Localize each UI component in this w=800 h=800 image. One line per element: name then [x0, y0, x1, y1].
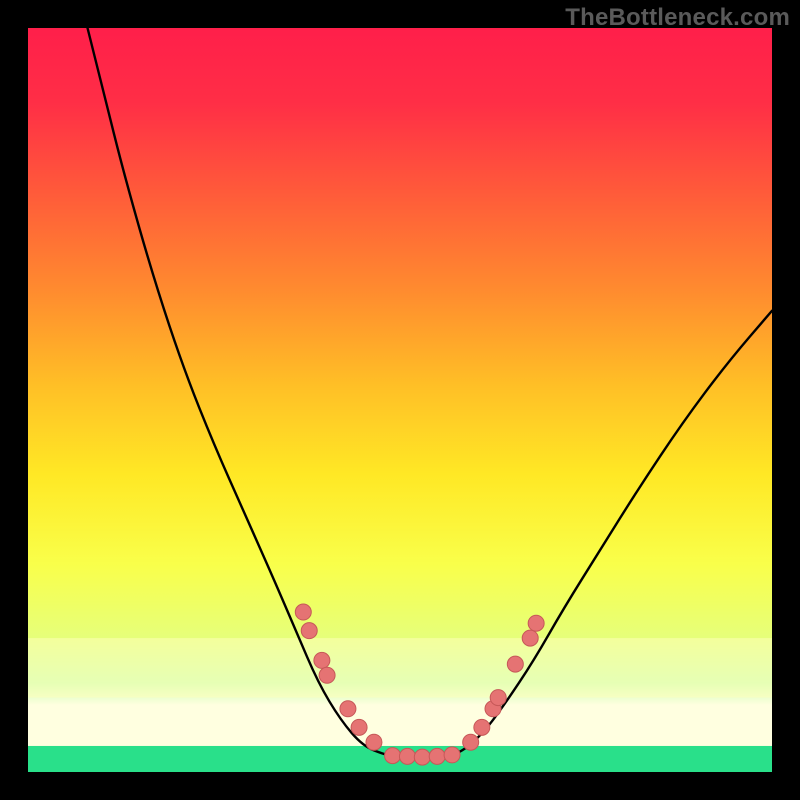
marker-point: [474, 719, 490, 735]
marker-point: [507, 656, 523, 672]
pale-band: [28, 638, 772, 698]
marker-point: [399, 748, 415, 764]
marker-point: [319, 667, 335, 683]
marker-point: [295, 604, 311, 620]
marker-point: [444, 747, 460, 763]
marker-point: [528, 615, 544, 631]
chart-frame: TheBottleneck.com: [0, 0, 800, 800]
marker-point: [314, 652, 330, 668]
chart-svg: [0, 0, 800, 800]
marker-point: [340, 701, 356, 717]
marker-point: [351, 719, 367, 735]
marker-point: [463, 734, 479, 750]
watermark-label: TheBottleneck.com: [565, 4, 790, 32]
marker-point: [385, 748, 401, 764]
marker-point: [414, 749, 430, 765]
marker-point: [301, 623, 317, 639]
marker-point: [490, 690, 506, 706]
marker-point: [429, 748, 445, 764]
marker-point: [366, 734, 382, 750]
marker-point: [522, 630, 538, 646]
